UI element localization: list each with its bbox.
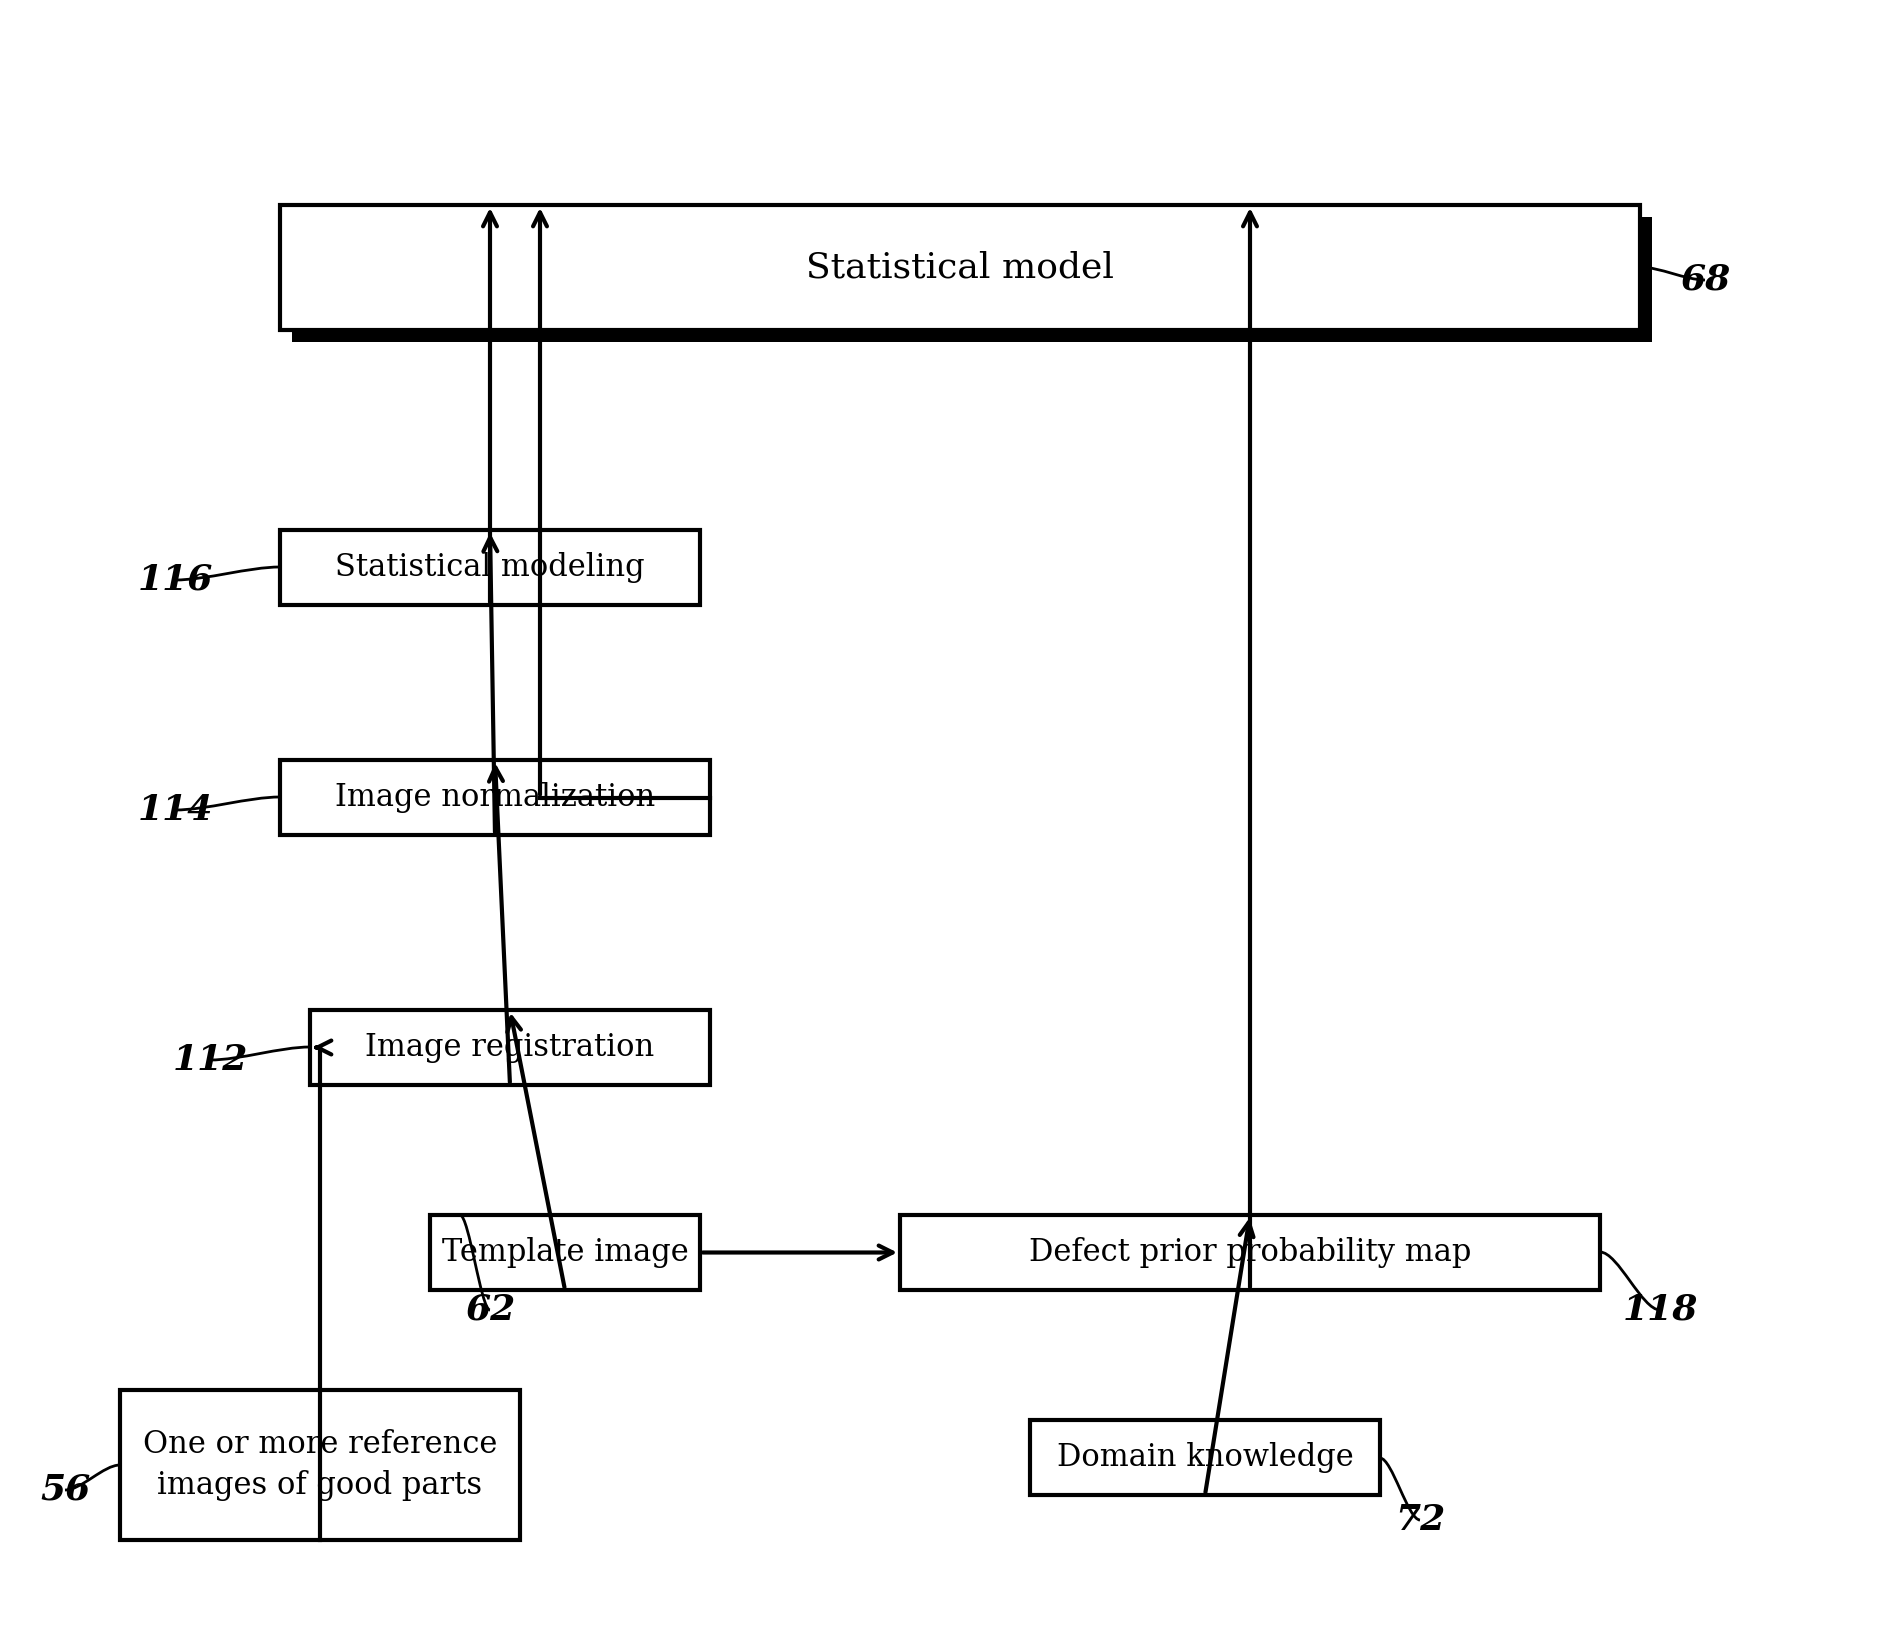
Text: 118: 118	[1623, 1293, 1697, 1328]
Text: 62: 62	[464, 1293, 515, 1328]
Text: Statistical model: Statistical model	[807, 251, 1114, 285]
Text: 114: 114	[136, 793, 212, 828]
Text: Domain knowledge: Domain knowledge	[1057, 1442, 1354, 1473]
Text: Image registration: Image registration	[366, 1033, 655, 1064]
Text: Statistical modeling: Statistical modeling	[335, 552, 644, 583]
FancyBboxPatch shape	[280, 205, 1640, 329]
Text: 116: 116	[136, 564, 212, 597]
FancyBboxPatch shape	[292, 216, 1652, 343]
FancyBboxPatch shape	[280, 529, 701, 605]
Text: 68: 68	[1680, 262, 1729, 297]
FancyBboxPatch shape	[900, 1214, 1600, 1290]
Text: 56: 56	[40, 1473, 91, 1506]
FancyBboxPatch shape	[280, 760, 710, 834]
Text: 112: 112	[172, 1042, 248, 1077]
FancyBboxPatch shape	[1030, 1419, 1381, 1495]
Text: Defect prior probability map: Defect prior probability map	[1028, 1237, 1472, 1269]
Text: Image normalization: Image normalization	[335, 782, 655, 813]
Text: 72: 72	[1394, 1503, 1445, 1537]
Text: One or more reference
images of good parts: One or more reference images of good par…	[142, 1429, 498, 1501]
FancyBboxPatch shape	[119, 1390, 521, 1541]
Text: Template image: Template image	[441, 1237, 688, 1269]
FancyBboxPatch shape	[311, 1010, 710, 1085]
FancyBboxPatch shape	[430, 1214, 701, 1290]
